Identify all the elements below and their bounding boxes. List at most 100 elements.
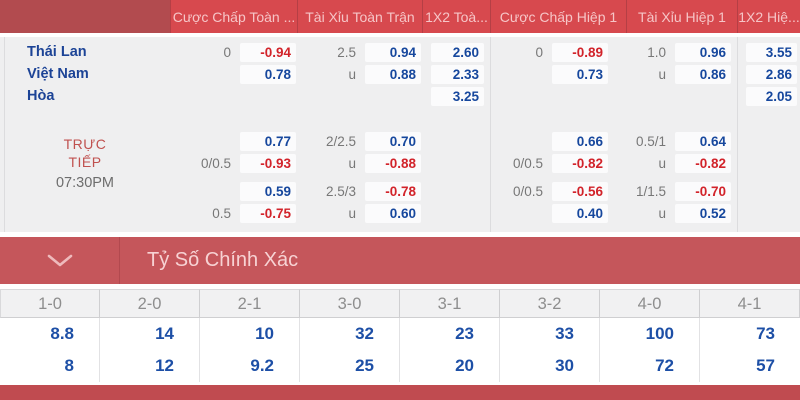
correct-score-section-header[interactable]: Tỷ Số Chính Xác	[0, 237, 800, 284]
chevron-down-icon[interactable]	[0, 237, 120, 284]
handicap-line: u	[348, 155, 356, 171]
handicap-line: 1/1.5	[635, 183, 666, 199]
score-odds-value[interactable]: 8	[0, 350, 100, 382]
bet-cell: 3.25	[422, 85, 490, 107]
bet-cell	[737, 202, 800, 224]
handicap-line: u	[658, 205, 666, 221]
fulltime-halftime-divider	[490, 37, 491, 232]
odds-value[interactable]: -0.88	[365, 153, 421, 173]
odds-value[interactable]: 0.96	[675, 42, 731, 62]
team-name: Hòa	[27, 88, 55, 104]
score-odds-value[interactable]: 23	[400, 318, 500, 350]
odds-value[interactable]: -0.82	[675, 153, 731, 173]
bet-cell	[737, 152, 800, 174]
odds-value[interactable]: 0.64	[675, 131, 731, 151]
bet-cell: 0.73	[490, 63, 626, 85]
score-odds-value[interactable]: 14	[100, 318, 200, 350]
score-odds-value[interactable]: 10	[200, 318, 300, 350]
odds-row: Việt Nam 0.78 u 0.88 2.33 0.73 u 0.86 2.86	[0, 63, 800, 85]
odds-value[interactable]: 2.60	[431, 42, 484, 62]
odds-value[interactable]: -0.56	[552, 181, 608, 201]
odds-value[interactable]: 3.25	[431, 86, 484, 106]
bet-cell	[737, 130, 800, 152]
odds-value[interactable]: 0.73	[552, 64, 608, 84]
handicap-line: u	[348, 205, 356, 221]
odds-value[interactable]: 0.70	[365, 131, 421, 151]
section-title: Tỷ Số Chính Xác	[147, 249, 299, 271]
odds-row: 0/0.5 -0.93 u -0.88 0/0.5 -0.82 u -0.82	[0, 152, 800, 174]
odds-value[interactable]: 2.33	[431, 64, 484, 84]
live-status: TRỰC TIẾP 07:30PM	[0, 135, 170, 191]
score-odds-value[interactable]: 57	[700, 350, 800, 382]
bet-cell: 2.86	[737, 63, 800, 85]
handicap-line: 0.5	[212, 205, 231, 221]
score-odds-row-1: 8.8 14 10 32 23 33 100 73	[0, 318, 800, 350]
bet-cell: 0/0.5 -0.93	[170, 152, 297, 174]
bet-cell: 2.60	[422, 41, 490, 63]
odds-header-corner	[0, 0, 170, 33]
score-odds-value[interactable]: 100	[600, 318, 700, 350]
bet-cell: 0.77	[170, 130, 297, 152]
odds-value[interactable]: 0.94	[365, 42, 421, 62]
bet-cell: 3.55	[737, 41, 800, 63]
score-label: 4-0	[600, 289, 700, 318]
odds-value[interactable]: 3.55	[746, 42, 797, 62]
odds-value[interactable]: -0.75	[240, 203, 296, 223]
odds-value[interactable]: 0.52	[675, 203, 731, 223]
score-odds-value[interactable]: 12	[100, 350, 200, 382]
odds-value[interactable]: 0.60	[365, 203, 421, 223]
odds-value[interactable]: 0.77	[240, 131, 296, 151]
bet-cell	[297, 85, 422, 107]
score-odds-value[interactable]: 20	[400, 350, 500, 382]
odds-row: Thái Lan 0 -0.94 2.5 0.94 2.60 0 -0.89 1.0 0.96 3.…	[0, 41, 800, 63]
handicap-line: 0/0.5	[512, 183, 543, 199]
odds-row: 0.59 2.5/3 -0.78 0/0.5 -0.56 1/1.5 -0.70	[0, 180, 800, 202]
odds-value[interactable]: -0.94	[240, 42, 296, 62]
bet-cell	[170, 85, 297, 107]
bet-cell: u 0.60	[297, 202, 422, 224]
handicap-line: 0	[223, 44, 231, 60]
odds-value[interactable]: 2.05	[746, 86, 797, 106]
handicap-line: 0.5/1	[635, 133, 666, 149]
odds-value[interactable]: 0.40	[552, 203, 608, 223]
odds-value[interactable]: 0.88	[365, 64, 421, 84]
score-odds-row-2: 8 12 9.2 25 20 30 72 57	[0, 350, 800, 382]
odds-value[interactable]: 0.59	[240, 181, 296, 201]
score-odds-value[interactable]: 33	[500, 318, 600, 350]
odds-value[interactable]: -0.89	[552, 42, 608, 62]
odds-value[interactable]: 0.78	[240, 64, 296, 84]
bet-cell: u 0.86	[626, 63, 737, 85]
score-odds-value[interactable]: 73	[700, 318, 800, 350]
odds-value[interactable]: -0.93	[240, 153, 296, 173]
live-indicator: TRỰC TIẾP	[0, 135, 170, 171]
odds-value[interactable]: 0.66	[552, 131, 608, 151]
odds-row: 0.5 -0.75 u 0.60 0.40 u 0.52	[0, 202, 800, 224]
bet-cell: 1/1.5 -0.70	[626, 180, 737, 202]
score-odds-value[interactable]: 8.8	[0, 318, 100, 350]
market-column-header: 1X2 Hiệ...	[737, 0, 800, 33]
bet-cell: 0.40	[490, 202, 626, 224]
score-odds-value[interactable]: 9.2	[200, 350, 300, 382]
odds-value[interactable]: -0.78	[365, 181, 421, 201]
odds-value[interactable]: 0.86	[675, 64, 731, 84]
score-label: 3-0	[300, 289, 400, 318]
score-odds-value[interactable]: 30	[500, 350, 600, 382]
odds-value[interactable]: -0.70	[675, 181, 731, 201]
prematch-odds-rows: Thái Lan 0 -0.94 2.5 0.94 2.60 0 -0.89 1.0 0.96 3.…	[0, 41, 800, 107]
handicap-line: 0/0.5	[512, 155, 543, 171]
odds-value[interactable]: 2.86	[746, 64, 797, 84]
handicap-line: 1.0	[647, 44, 666, 60]
bet-cell: 2.5 0.94	[297, 41, 422, 63]
score-odds-value[interactable]: 72	[600, 350, 700, 382]
market-column-header: Tài Xỉu Toàn Trận	[297, 0, 422, 33]
score-odds-value[interactable]: 32	[300, 318, 400, 350]
market-column-header: 1X2 Toà...	[422, 0, 490, 33]
score-label: 2-0	[100, 289, 200, 318]
bet-cell: 0/0.5 -0.82	[490, 152, 626, 174]
score-label: 3-2	[500, 289, 600, 318]
odds-value[interactable]: -0.82	[552, 153, 608, 173]
score-odds-value[interactable]: 25	[300, 350, 400, 382]
score-header-row: 1-0 2-0 2-1 3-0 3-1 3-2 4-0 4-1	[0, 289, 800, 318]
handicap-line: 2/2.5	[325, 133, 356, 149]
